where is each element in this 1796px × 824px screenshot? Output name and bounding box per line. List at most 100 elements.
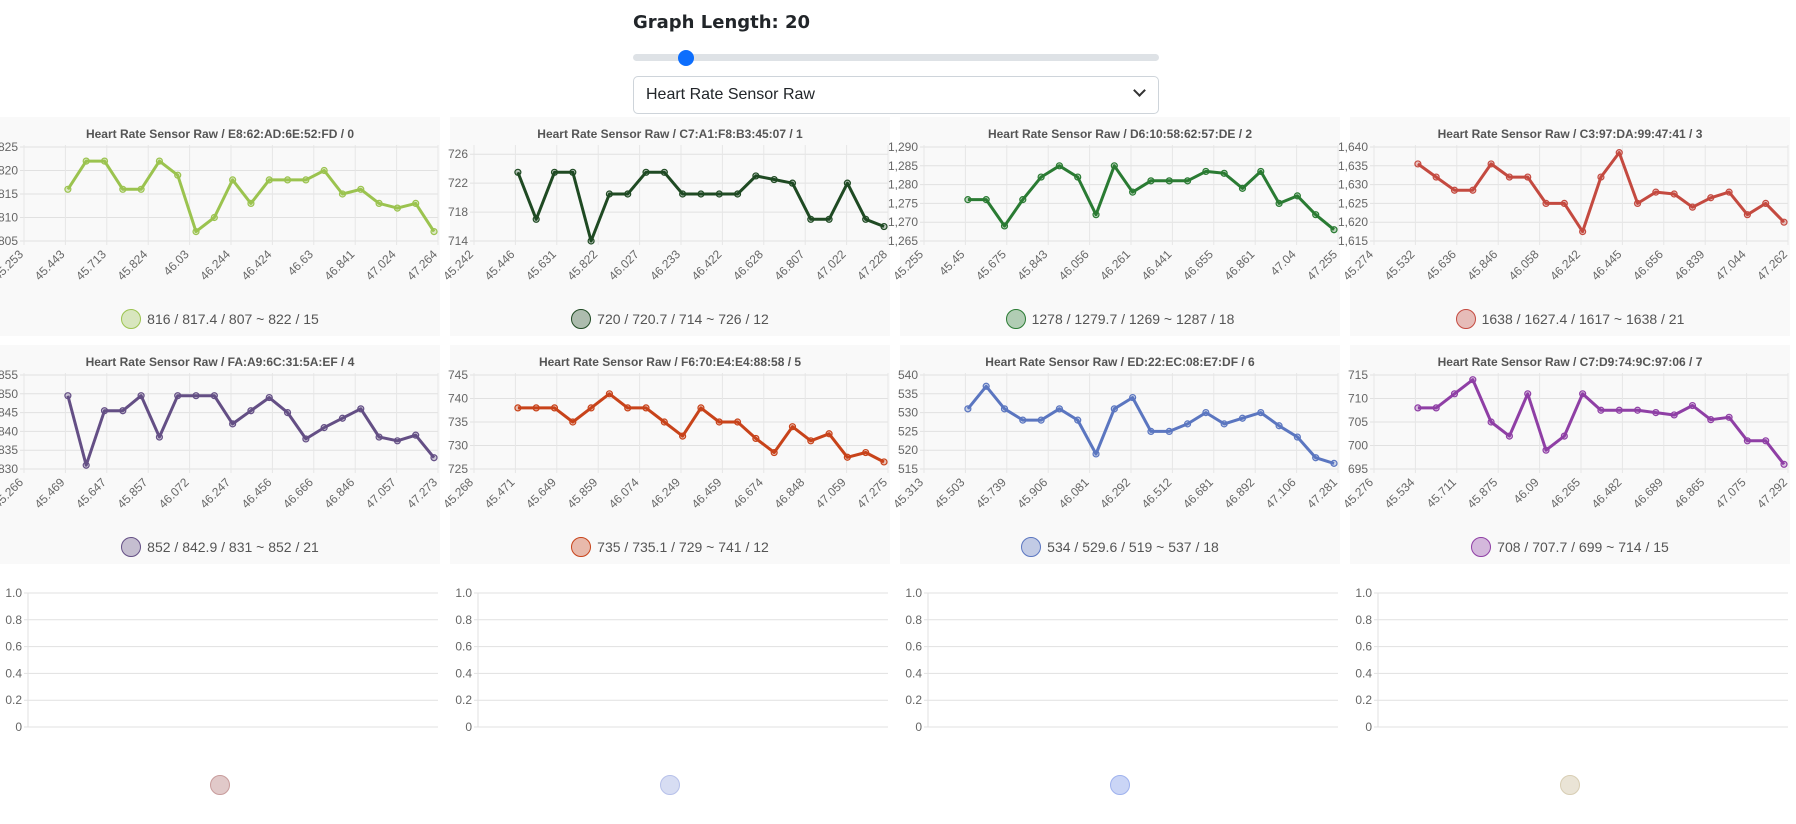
data-point	[1505, 173, 1514, 181]
chart-panel-6: Heart Rate Sensor Raw / ED:22:EC:08:E7:D…	[890, 345, 1340, 564]
chart-panel-4: Heart Rate Sensor Raw / FA:A9:6C:31:5A:E…	[0, 345, 440, 564]
data-point	[1450, 390, 1459, 398]
chart-legend[interactable]: 852 / 842.9 / 831 ~ 852 / 21	[0, 537, 440, 557]
y-tick-label: 0.6	[5, 640, 22, 654]
y-tick-label: 515	[898, 462, 918, 476]
x-tick-label: 45.532	[1382, 247, 1418, 283]
data-point	[825, 430, 833, 438]
data-point	[1000, 405, 1009, 413]
x-tick-label: 45.713	[73, 247, 109, 283]
data-point	[1633, 406, 1642, 414]
data-point	[1780, 218, 1788, 226]
chart-title: Heart Rate Sensor Raw / C7:A1:F8:B3:45:0…	[537, 127, 803, 141]
chart-title: Heart Rate Sensor Raw / E8:62:AD:6E:52:F…	[85, 127, 355, 141]
legend-swatch	[1110, 775, 1130, 795]
x-tick-label: 45.266	[0, 475, 26, 511]
x-tick-label: 47.044	[1713, 247, 1749, 283]
chart-legend[interactable]	[1350, 775, 1790, 795]
x-tick-label: 46.512	[1139, 475, 1175, 511]
y-tick-label: 0.2	[905, 693, 922, 707]
y-tick-label: 0.8	[455, 613, 472, 627]
y-tick-label: 705	[1348, 415, 1368, 429]
chart-legend[interactable]: 1278 / 1279.7 / 1269 ~ 1287 / 18	[900, 309, 1340, 329]
data-point	[100, 157, 109, 165]
x-tick-label: 45.843	[1014, 247, 1050, 283]
y-tick-label: 1.0	[5, 586, 22, 600]
x-tick-label: 46.655	[1180, 247, 1216, 283]
data-point	[247, 199, 255, 208]
data-point	[825, 215, 833, 223]
chart-svg-7: 695 700 705 710 715 45.276 45.534 45.711 45.875 4…	[1340, 368, 1790, 511]
chart-legend[interactable]: 735 / 735.1 / 729 ~ 741 / 12	[450, 537, 890, 557]
data-point	[569, 168, 577, 176]
data-point	[1183, 177, 1192, 185]
chart-legend[interactable]: 1638 / 1627.4 / 1617 ~ 1638 / 21	[1350, 309, 1790, 329]
chart-title: Heart Rate Sensor Raw / D6:10:58:62:57:D…	[987, 127, 1253, 141]
y-tick-label: 725	[448, 462, 468, 476]
y-tick-label: 820	[0, 164, 18, 178]
y-tick-label: 1,285	[888, 159, 918, 173]
chart-legend[interactable]	[900, 775, 1340, 795]
y-tick-label: 1,625	[1338, 196, 1368, 210]
x-tick-label: 46.03	[161, 247, 192, 278]
data-point	[1165, 427, 1173, 436]
x-tick-label: 45.822	[564, 247, 600, 283]
chart-legend[interactable]: 720 / 720.7 / 714 ~ 726 / 12	[450, 309, 890, 329]
chart-legend[interactable]: 534 / 529.6 / 519 ~ 537 / 18	[900, 537, 1340, 557]
data-point	[788, 179, 797, 187]
data-point	[862, 215, 870, 223]
data-point	[1129, 393, 1137, 402]
data-point	[697, 190, 705, 198]
y-tick-label: 735	[448, 415, 468, 429]
x-tick-label: 45.711	[1424, 475, 1459, 510]
y-tick-label: 845	[0, 406, 18, 420]
chart-svg-11: 0 0.2 0.4 0.6 0.8 1.0	[1355, 586, 1788, 734]
chart-legend[interactable]	[0, 775, 440, 795]
legend-swatch	[660, 775, 680, 795]
data-point	[82, 157, 90, 165]
y-tick-label: 1,635	[1338, 159, 1368, 173]
chart-legend[interactable]: 816 / 817.4 / 807 ~ 822 / 15	[0, 309, 440, 329]
graph-length-slider[interactable]	[633, 42, 1159, 72]
data-point	[532, 404, 540, 412]
sensor-select[interactable]: Heart Rate Sensor Raw	[633, 76, 1159, 114]
x-tick-label: 46.674	[730, 475, 766, 511]
x-tick-label: 46.233	[647, 247, 683, 283]
x-tick-label: 45.253	[0, 247, 26, 283]
data-point	[1505, 432, 1514, 440]
x-tick-label: 45.503	[932, 475, 968, 511]
data-point	[1110, 162, 1118, 170]
data-point	[357, 405, 365, 413]
data-point	[1019, 196, 1027, 204]
x-tick-label: 47.075	[1713, 475, 1749, 511]
x-tick-label: 47.275	[854, 475, 890, 511]
chart-svg-8: 0 0.2 0.4 0.6 0.8 1.0	[5, 586, 438, 734]
chart-legend[interactable]	[450, 775, 890, 795]
chart-title: Heart Rate Sensor Raw / FA:A9:6C:31:5A:E…	[85, 355, 355, 369]
legend-swatch	[1005, 309, 1026, 329]
chart-legend[interactable]: 708 / 707.7 / 699 ~ 714 / 15	[1350, 537, 1790, 557]
data-point	[1293, 192, 1301, 200]
slider-track[interactable]	[633, 54, 1159, 61]
legend-swatch	[210, 775, 230, 795]
x-tick-label: 46.892	[1221, 475, 1257, 511]
x-tick-label: 45.45	[936, 247, 967, 278]
data-point	[1780, 460, 1788, 468]
data-point	[210, 213, 218, 222]
slider-thumb[interactable]	[677, 50, 694, 66]
data-point	[137, 392, 145, 400]
series-line	[1417, 151, 1786, 234]
chart-svg-3: 1,615 1,620 1,625 1,630 1,635 1,640 45.274 45.5…	[1338, 140, 1790, 283]
y-tick-label: 0.8	[1355, 613, 1372, 627]
x-tick-label: 45.276	[1340, 475, 1376, 511]
chart-panel-7: Heart Rate Sensor Raw / C7:D9:74:9C:97:0…	[1340, 345, 1790, 564]
x-tick-label: 46.244	[197, 247, 233, 283]
data-point	[1762, 199, 1770, 208]
data-point	[229, 176, 237, 184]
data-point	[843, 179, 851, 187]
data-point	[192, 392, 200, 400]
x-tick-label: 45.534	[1382, 475, 1418, 511]
chevron-down-icon	[1135, 86, 1144, 95]
data-point	[1220, 169, 1228, 177]
